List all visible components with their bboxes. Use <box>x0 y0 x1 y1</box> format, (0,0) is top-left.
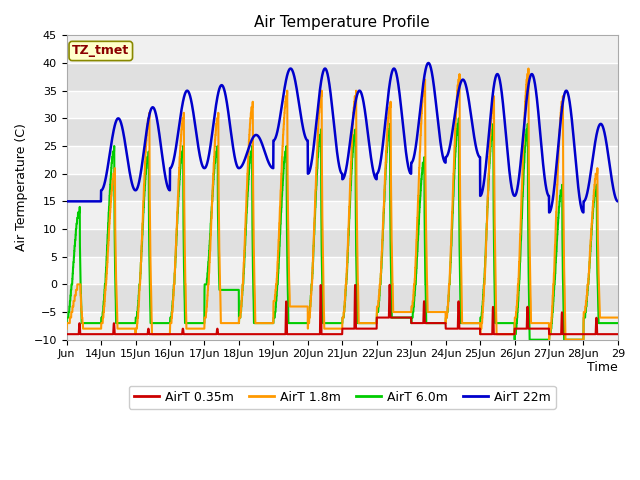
Bar <box>67 174 618 201</box>
Text: TZ_tmet: TZ_tmet <box>72 45 129 58</box>
Bar <box>67 229 618 257</box>
Bar <box>67 63 618 91</box>
Y-axis label: Air Termperature (C): Air Termperature (C) <box>15 123 28 252</box>
Bar <box>67 312 618 340</box>
Bar <box>67 284 618 312</box>
Bar <box>67 91 618 119</box>
Bar <box>67 119 618 146</box>
Bar <box>67 36 618 63</box>
Bar <box>67 201 618 229</box>
Title: Air Temperature Profile: Air Temperature Profile <box>254 15 430 30</box>
Bar <box>67 146 618 174</box>
Text: Time: Time <box>587 361 618 374</box>
Bar <box>67 257 618 284</box>
Legend: AirT 0.35m, AirT 1.8m, AirT 6.0m, AirT 22m: AirT 0.35m, AirT 1.8m, AirT 6.0m, AirT 2… <box>129 385 556 408</box>
